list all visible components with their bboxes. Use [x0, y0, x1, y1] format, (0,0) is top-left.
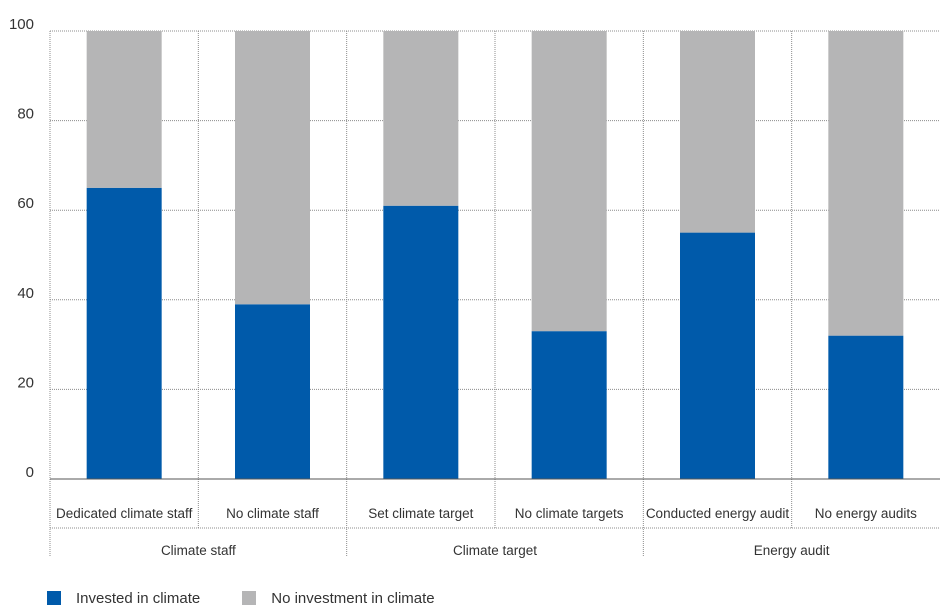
legend-item-no-investment: No investment in climate — [242, 589, 435, 607]
y-tick-label-100: 100 — [9, 16, 34, 33]
bar-invested-1 — [86, 187, 162, 480]
legend-swatch-no-investment — [242, 591, 257, 605]
bar-invested-3 — [383, 205, 459, 479]
bar-invested-2 — [235, 304, 310, 479]
bars — [86, 31, 904, 480]
x-category-label-5: Conducted energy audit — [646, 506, 790, 521]
bar-no-investment-4 — [531, 31, 607, 332]
x-category-label-6: No energy audits — [815, 506, 917, 521]
bar-no-investment-5 — [680, 31, 755, 233]
bar-invested-4 — [531, 331, 607, 479]
x-category-label-4: No climate targets — [515, 506, 624, 521]
x-category-label-3: Set climate target — [368, 506, 473, 521]
axes: 0 20 40 60 80 100 Dedicated climate staff No cl… — [9, 16, 940, 558]
bar-no-investment-1 — [86, 31, 162, 188]
x-group-label-2: Climate target — [453, 543, 537, 558]
bar-no-investment-2 — [235, 31, 310, 305]
y-tick-label-20: 20 — [17, 374, 34, 391]
legend-label-invested: Invested in climate — [76, 589, 201, 607]
legend-item-invested: Invested in climate — [47, 590, 200, 607]
bar-invested-5 — [680, 232, 755, 479]
x-group-label-3: Energy audit — [754, 543, 830, 558]
x-category-label-2: No climate staff — [226, 506, 319, 521]
y-tick-label-0: 0 — [26, 464, 34, 481]
bar-no-investment-3 — [383, 31, 459, 206]
gridlines — [49, 30, 940, 556]
y-tick-label-40: 40 — [17, 285, 34, 302]
legend-swatch-invested — [47, 591, 61, 605]
y-tick-label-80: 80 — [17, 106, 34, 123]
x-group-label-1: Climate staff — [161, 543, 236, 558]
legend: Invested in climate No investment in cli… — [47, 588, 477, 608]
legend-label-no-investment: No investment in climate — [271, 589, 435, 607]
bar-no-investment-6 — [828, 31, 904, 336]
x-category-label-1: Dedicated climate staff — [56, 506, 193, 521]
y-tick-label-60: 60 — [17, 195, 34, 212]
bar-invested-6 — [828, 335, 904, 479]
